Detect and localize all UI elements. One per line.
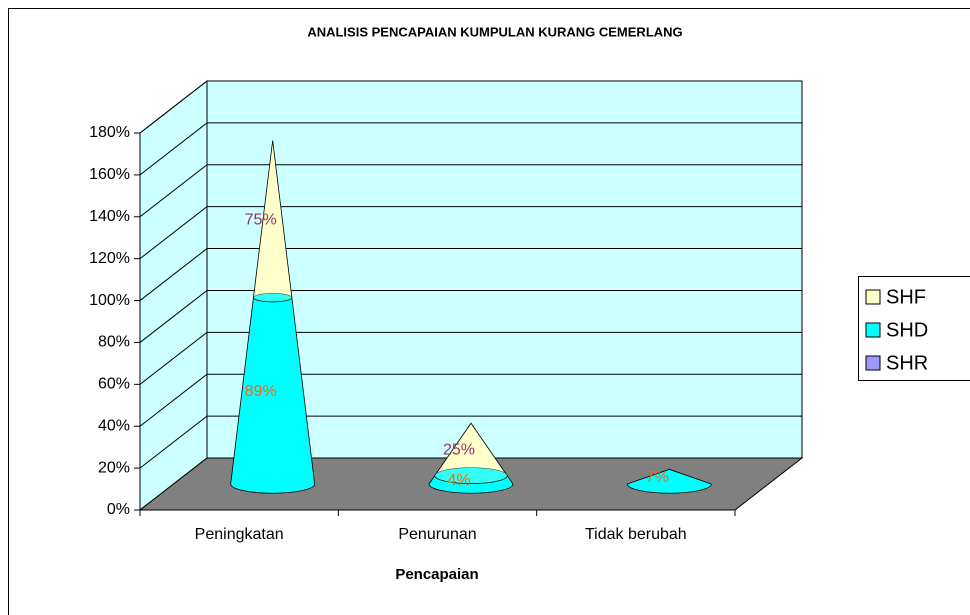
cone-top [434,467,508,484]
legend-swatch [865,322,881,338]
data-label: 25% [443,442,475,459]
data-label: 89% [245,383,277,400]
data-label: 75% [245,211,277,228]
legend-swatch [865,289,881,305]
x-tick-label: Penurunan [398,526,476,543]
legend-label: SHF [886,286,926,308]
chart-title: ANALISIS PENCAPAIAN KUMPULAN KURANG CEME… [307,24,682,39]
y-tick-label: 0% [107,501,130,518]
legend-swatch [865,355,881,371]
cone-top [253,293,293,303]
y-tick-label: 120% [89,250,130,267]
data-label: 7% [646,469,669,486]
y-tick-label: 160% [89,166,130,183]
cone-segment [626,468,712,494]
y-tick-label: 40% [98,417,130,434]
grid-line [139,248,802,301]
y-tick-label: 140% [89,208,130,225]
grid-line [139,206,802,260]
legend-label: SHD [886,319,928,341]
grid-line [139,289,802,343]
y-tick-label: 180% [89,124,130,141]
grid-line [139,164,802,218]
legend-label: SHR [886,352,928,374]
grid-line [139,331,802,385]
x-tick-label: Tidak berubah [585,526,687,543]
y-tick-label: 100% [89,292,130,309]
grid-line [139,122,802,176]
y-tick-label: 20% [98,459,130,476]
x-tick-label: Peningkatan [195,526,284,543]
x-axis-title: Pencapaian [395,566,478,583]
grid-line [139,373,802,427]
data-label: 4% [447,472,470,489]
side-wall [139,79,208,512]
grid-line [139,80,802,134]
y-tick-label: 60% [98,376,130,393]
y-tick-label: 80% [98,334,130,351]
grid-line [139,415,802,469]
